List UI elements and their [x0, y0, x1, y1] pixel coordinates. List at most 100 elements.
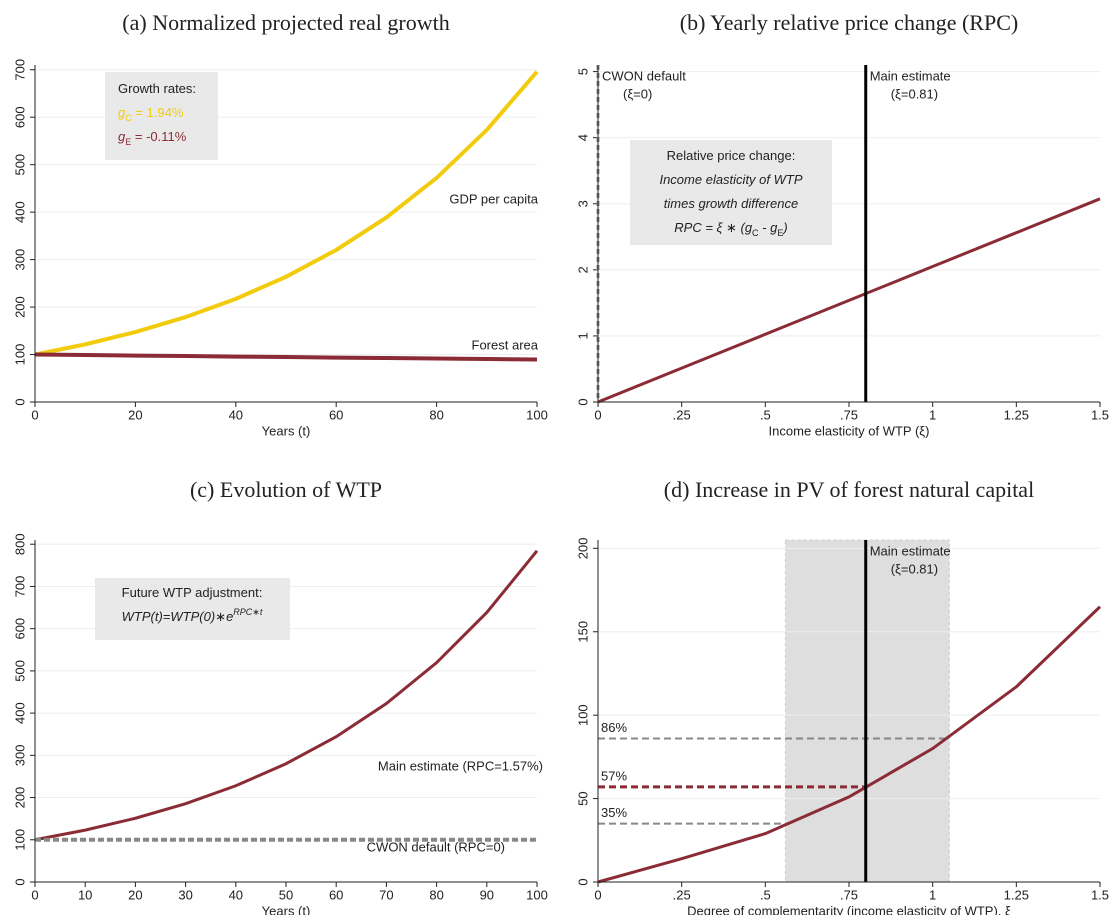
- annotation-part: E: [125, 137, 131, 147]
- x-tick-label: 60: [329, 407, 343, 422]
- annotation-part: RPC∗t: [233, 607, 263, 617]
- x-tick-label: 0: [31, 407, 38, 422]
- y-tick-label: 600: [12, 618, 27, 640]
- annotation-box: [105, 72, 218, 160]
- panel-title: (b) Yearly relative price change (RPC): [680, 10, 1018, 35]
- x-tick-label: 1.5: [1091, 887, 1109, 902]
- x-tick-label: 70: [379, 887, 393, 902]
- y-tick-label: 300: [12, 744, 27, 766]
- x-tick-label: 90: [480, 887, 494, 902]
- x-tick-label: 1.25: [1004, 407, 1029, 422]
- y-tick-label: 0: [12, 398, 27, 405]
- annotation-line: RPC = ξ ∗ (gC - gE): [674, 220, 787, 238]
- y-tick-label: 700: [12, 576, 27, 598]
- annotation-part: C: [752, 228, 759, 238]
- series-label: Main estimate (RPC=1.57%): [378, 758, 543, 773]
- reference-label: 86%: [601, 720, 627, 735]
- vline-label: (ξ=0): [623, 86, 652, 101]
- y-tick-label: 400: [12, 702, 27, 724]
- y-tick-label: 800: [12, 533, 27, 555]
- annotation-line: times growth difference: [664, 196, 798, 211]
- annotation-part: g: [118, 105, 126, 120]
- reference-label: 57%: [601, 768, 627, 783]
- series-label: CWON default (RPC=0): [367, 839, 505, 854]
- x-tick-label: 0: [31, 887, 38, 902]
- y-tick-label: 4: [575, 134, 590, 141]
- x-tick-label: 1: [929, 407, 936, 422]
- annotation-part: C: [125, 113, 132, 123]
- panel: (d) Increase in PV of forest natural cap…: [575, 477, 1109, 915]
- panel-title: (d) Increase in PV of forest natural cap…: [664, 477, 1034, 502]
- y-tick-label: 150: [575, 621, 590, 643]
- series-line: [34, 549, 539, 842]
- y-tick-label: 500: [12, 154, 27, 176]
- y-tick-label: 0: [12, 878, 27, 885]
- x-tick-label: 40: [229, 407, 243, 422]
- annotation-part: - g: [759, 220, 779, 235]
- annotation-part: Income elasticity of WTP: [659, 172, 802, 187]
- y-tick-label: 2: [575, 266, 590, 273]
- vline-label: CWON default: [602, 68, 686, 83]
- series-label: GDP per capita: [449, 191, 538, 206]
- series-line: [34, 70, 539, 357]
- x-axis-label: Years (t): [262, 423, 311, 438]
- x-tick-label: .75: [840, 407, 858, 422]
- annotation-part: = 1.94%: [132, 105, 184, 120]
- annotation-part: times growth difference: [664, 196, 798, 211]
- annotation-part: Future WTP adjustment:: [122, 585, 263, 600]
- x-tick-label: 20: [128, 407, 142, 422]
- y-tick-label: 200: [12, 296, 27, 318]
- annotation-line: WTP(t)=WTP(0)∗eRPC∗t: [122, 607, 263, 624]
- annotation-part: E: [777, 228, 783, 238]
- x-tick-label: .25: [673, 407, 691, 422]
- vline-label: Main estimate: [870, 68, 951, 83]
- x-tick-label: 80: [429, 407, 443, 422]
- y-tick-label: 1: [575, 332, 590, 339]
- y-tick-label: 5: [575, 68, 590, 75]
- y-tick-label: 400: [12, 201, 27, 223]
- series-label: Forest area: [472, 337, 539, 352]
- y-tick-label: 0: [575, 398, 590, 405]
- vline-label: (ξ=0.81): [891, 86, 938, 101]
- x-tick-label: .5: [760, 887, 771, 902]
- x-tick-label: 100: [526, 887, 548, 902]
- annotation-part: RPC = ξ ∗ (g: [674, 220, 753, 235]
- series-line: [597, 605, 1102, 884]
- x-tick-label: 60: [329, 887, 343, 902]
- x-axis-label: Income elasticity of WTP (ξ): [769, 423, 930, 438]
- y-tick-label: 600: [12, 106, 27, 128]
- y-tick-label: 200: [575, 537, 590, 559]
- y-tick-label: 700: [12, 59, 27, 81]
- panel-title: (a) Normalized projected real growth: [122, 10, 449, 35]
- x-tick-label: 50: [279, 887, 293, 902]
- x-tick-label: 100: [526, 407, 548, 422]
- annotation-part: = -0.11%: [131, 129, 186, 144]
- x-tick-label: 20: [128, 887, 142, 902]
- annotation-line: Future WTP adjustment:: [122, 585, 263, 600]
- annotation-box: [95, 578, 290, 640]
- annotation-part: ): [781, 220, 787, 235]
- annotation-line: Growth rates:: [118, 81, 196, 96]
- x-tick-label: 1: [929, 887, 936, 902]
- y-tick-label: 100: [12, 344, 27, 366]
- annotation-part: WTP(t)=WTP(0)∗e: [122, 609, 234, 624]
- y-tick-label: 50: [575, 791, 590, 805]
- x-tick-label: 10: [78, 887, 92, 902]
- panel: (a) Normalized projected real growth 0 100…: [12, 10, 547, 438]
- x-tick-label: 0: [594, 887, 601, 902]
- x-axis-label: Years (t): [262, 903, 311, 915]
- panel: (c) Evolution of WTP01002003004005006007…: [12, 477, 547, 915]
- y-tick-label: 200: [12, 787, 27, 809]
- annotation-part: g: [118, 129, 126, 144]
- vline-label: Main estimate: [870, 543, 951, 558]
- x-axis-label: Degree of complementarity (income elasti…: [687, 903, 1011, 915]
- annotation-box: [630, 140, 832, 245]
- y-tick-label: 300: [12, 249, 27, 271]
- x-tick-label: 0: [594, 407, 601, 422]
- x-tick-label: .5: [760, 407, 771, 422]
- series-line: [597, 197, 1101, 404]
- y-tick-label: 3: [575, 200, 590, 207]
- x-tick-label: 80: [429, 887, 443, 902]
- panel-title: (c) Evolution of WTP: [190, 477, 382, 502]
